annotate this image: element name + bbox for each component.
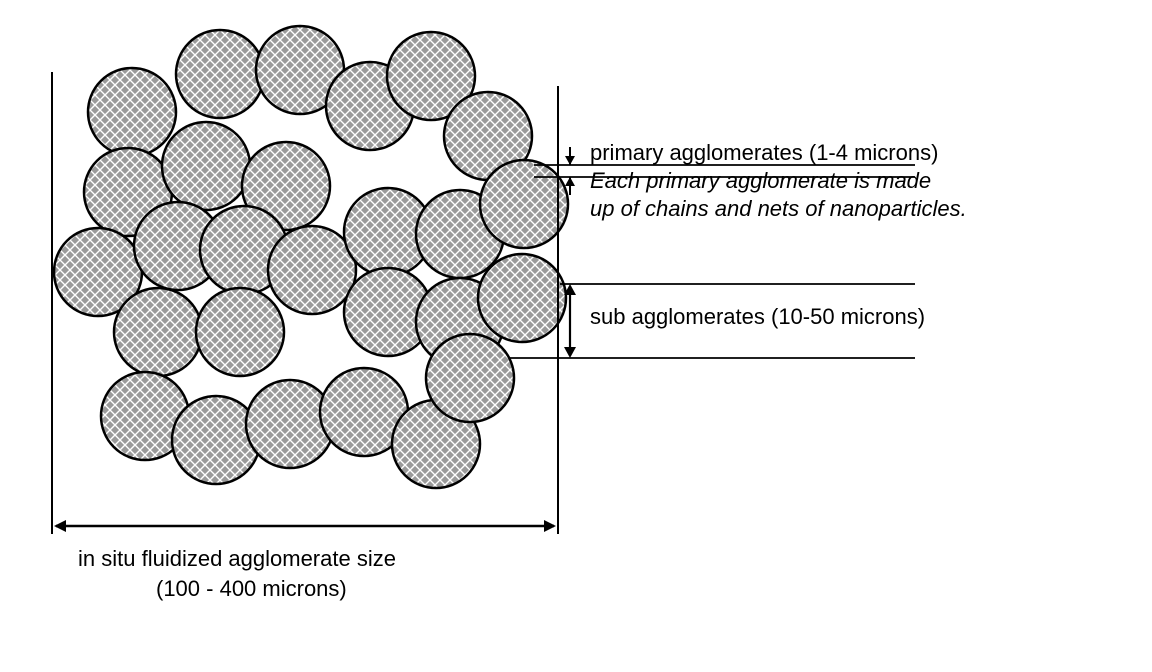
caption-line1: in situ fluidized agglomerate size	[78, 546, 396, 572]
sub-agglomerates-label: sub agglomerates (10-50 microns)	[590, 304, 925, 330]
primary-label-line1: primary agglomerates (1-4 microns)	[590, 140, 938, 166]
primary-label-line3: up of chains and nets of nanoparticles.	[590, 196, 967, 222]
primary-label-line2: Each primary agglomerate is made	[590, 168, 931, 194]
caption-line2: (100 - 400 microns)	[156, 576, 347, 602]
